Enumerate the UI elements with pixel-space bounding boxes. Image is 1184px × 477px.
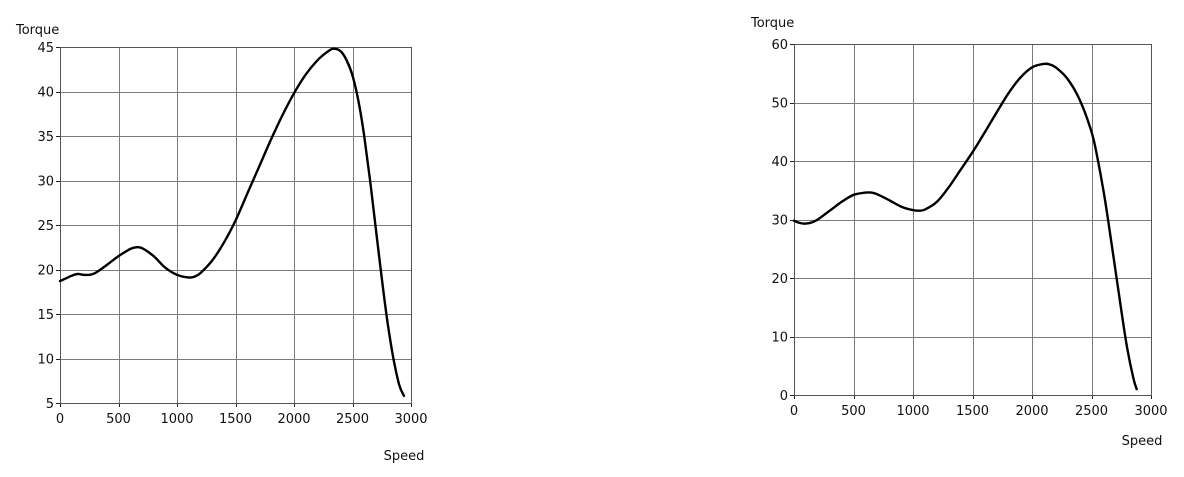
x-tick-label: 1500 — [956, 404, 989, 419]
x-tick-label: 500 — [106, 412, 131, 427]
y-tick-label: 20 — [37, 264, 54, 279]
y-tick-label: 15 — [37, 308, 54, 323]
y-tick-label: 0 — [780, 389, 788, 404]
y-axis-label: Torque — [15, 23, 59, 38]
y-tick-label: 35 — [37, 130, 54, 145]
y-tick-label: 40 — [37, 86, 54, 101]
x-tick-label: 2500 — [336, 412, 369, 427]
x-tick-label: 2000 — [277, 412, 310, 427]
torque-curve-line — [58, 47, 406, 398]
x-tick-label: 2500 — [1075, 404, 1108, 419]
x-axis-label: Speed — [1122, 434, 1163, 449]
y-tick-label: 30 — [771, 214, 788, 229]
y-axis-label: Torque — [750, 16, 794, 31]
x-tick-label: 1000 — [896, 404, 929, 419]
y-tick-label: 10 — [771, 331, 788, 346]
x-tick-label: 1500 — [219, 412, 252, 427]
y-tick-label: 10 — [37, 353, 54, 368]
plot-frame — [60, 47, 412, 404]
x-tick-label: 3000 — [394, 412, 427, 427]
x-tick-label: 1000 — [160, 412, 193, 427]
x-tick-label: 0 — [790, 404, 798, 419]
y-tick-label: 20 — [771, 272, 788, 287]
x-tick-label: 2000 — [1015, 404, 1048, 419]
y-tick-label: 5 — [46, 397, 54, 412]
y-tick-label: 25 — [37, 219, 54, 234]
chart-1: 0 500 1000 1500 2000 2500 3000 5 10 15 20 25 30 35 40 4… — [15, 23, 428, 464]
y-tick-label: 45 — [37, 41, 54, 56]
chart-2: 0 500 1000 1500 2000 2500 3000 0 10 20 30 40 50 60 Tor… — [750, 16, 1168, 449]
x-tick-label: 3000 — [1134, 404, 1167, 419]
x-tick-label: 0 — [56, 412, 64, 427]
x-axis-label: Speed — [384, 449, 425, 464]
y-tick-label: 50 — [771, 97, 788, 112]
y-tick-label: 40 — [771, 155, 788, 170]
y-tick-label: 30 — [37, 175, 54, 190]
torque-curve-line — [792, 62, 1138, 391]
y-tick-label: 60 — [771, 38, 788, 53]
x-tick-label: 500 — [841, 404, 866, 419]
